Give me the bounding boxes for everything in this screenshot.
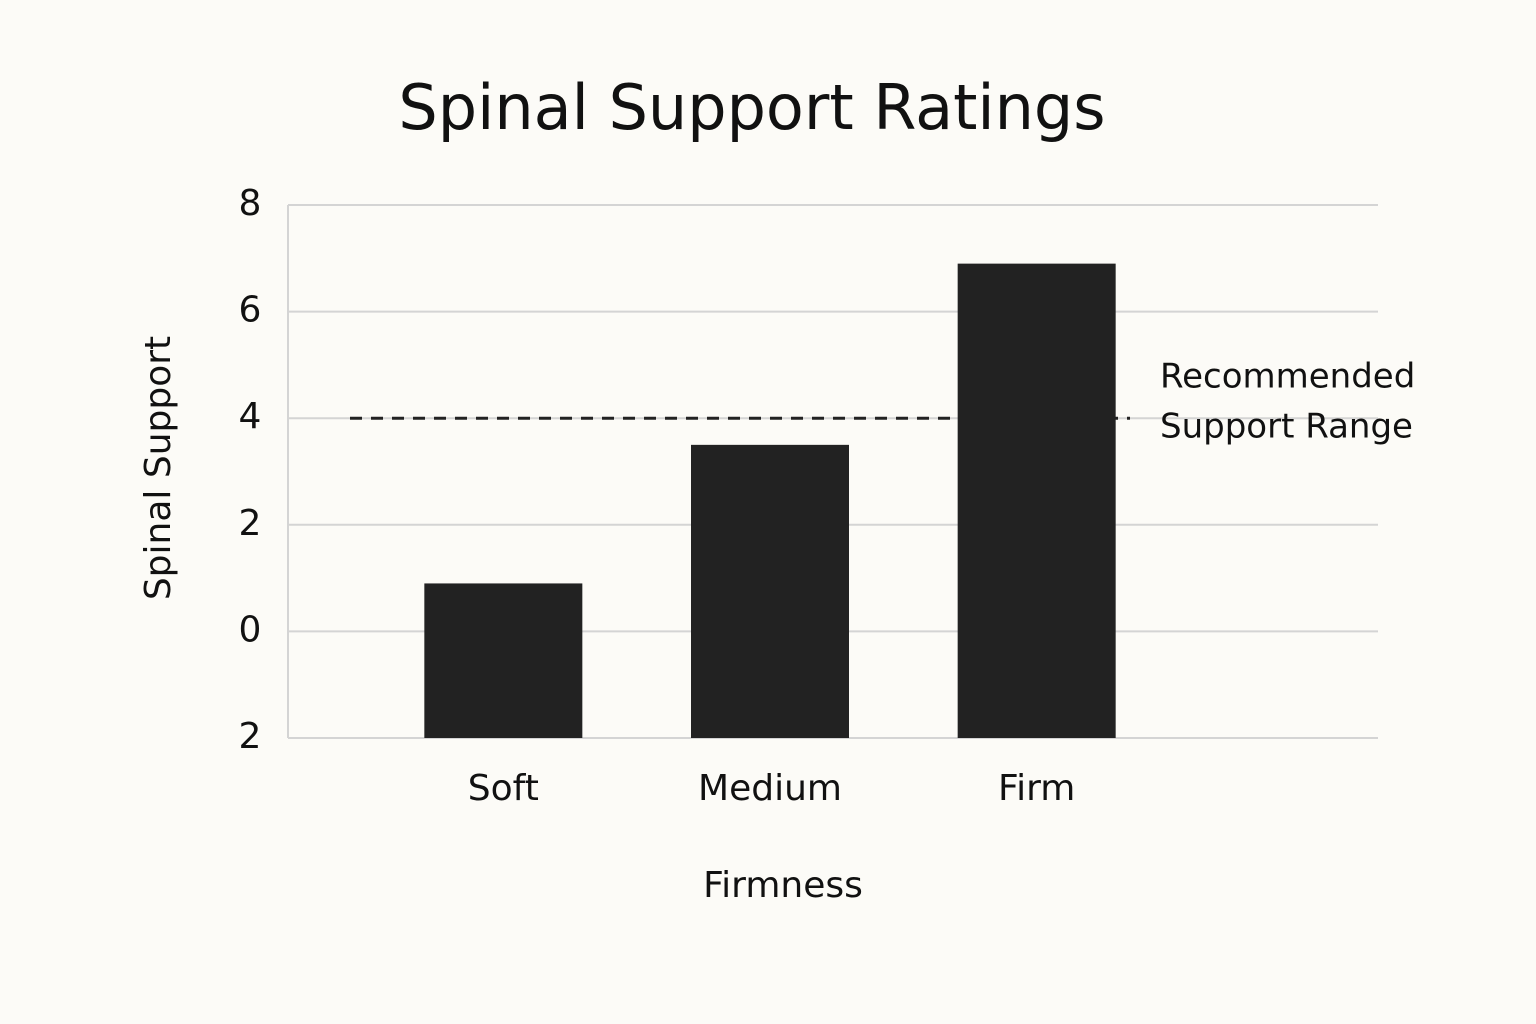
y-tick-label: 8 bbox=[239, 183, 262, 224]
chart-title: Spinal Support Ratings bbox=[398, 71, 1105, 144]
y-tick-label: 2 bbox=[239, 716, 262, 757]
x-tick-label: Medium bbox=[698, 768, 842, 809]
y-tick-label: 0 bbox=[239, 609, 262, 650]
bar bbox=[424, 583, 583, 738]
y-tick-label: 2 bbox=[239, 503, 262, 544]
y-tick-label: 4 bbox=[239, 396, 262, 437]
reference-label: Support Range bbox=[1160, 407, 1413, 447]
bar bbox=[957, 263, 1116, 738]
x-tick-label: Soft bbox=[468, 768, 539, 809]
y-tick-label: 6 bbox=[239, 290, 262, 331]
x-tick-label: Firm bbox=[998, 768, 1075, 809]
reference-label: Recommended bbox=[1160, 357, 1415, 397]
x-axis-label: Firmness bbox=[703, 865, 863, 906]
y-axis-label: Spinal Support bbox=[138, 336, 179, 600]
bar bbox=[691, 444, 849, 738]
